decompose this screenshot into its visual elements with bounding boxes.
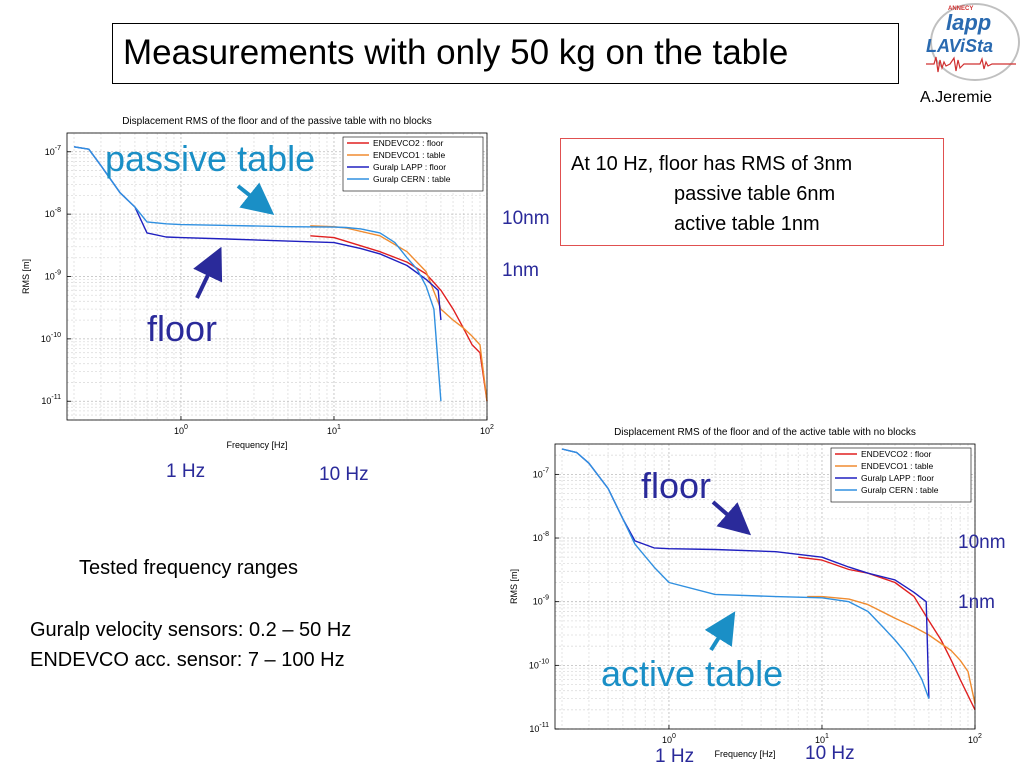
y-tick-label: 10-9 <box>45 270 61 282</box>
note-line-active: active table 1nm <box>674 213 820 235</box>
legend: ENDEVCO2 : floor ENDEVCO1 : table Guralp L… <box>830 447 972 503</box>
one-nm-label-left: 1nm <box>502 260 539 281</box>
x-tick-label: 101 <box>327 424 341 436</box>
one-hz-label-left: 1 Hz <box>166 461 206 482</box>
one-hz-label-right: 1 Hz <box>655 746 695 767</box>
note-line-passive: passive table 6nm <box>674 183 836 205</box>
logo-text-lapp: lapp <box>946 10 991 35</box>
legend-label: ENDEVCO1 : table <box>373 150 446 160</box>
guralp-range: Guralp velocity sensors: 0.2 – 50 Hz <box>30 619 352 641</box>
x-tick-label: 100 <box>174 424 188 436</box>
floor-label-right: floor <box>641 465 712 506</box>
x-axis-label: Frequency [Hz] <box>226 440 287 450</box>
legend: ENDEVCO2 : floor ENDEVCO1 : table Guralp L… <box>342 136 484 192</box>
legend-label: Guralp LAPP : floor <box>861 473 934 483</box>
note-line-floor: At 10 Hz, floor has RMS of 3nm <box>571 153 853 175</box>
y-axis-label: RMS [m] <box>509 569 519 604</box>
y-tick-label: 10-10 <box>41 332 61 344</box>
one-nm-label-right: 1nm <box>958 592 995 613</box>
x-axis-label: Frequency [Hz] <box>714 749 775 759</box>
series-line-1 <box>310 235 488 402</box>
series-line-4 <box>561 448 930 699</box>
legend-label: Guralp CERN : table <box>861 485 939 495</box>
active-table-chart: Displacement RMS of the floor and of the… <box>508 420 993 765</box>
chart-title: Displacement RMS of the floor and of the… <box>122 116 432 127</box>
x-tick-label: 100 <box>662 733 676 745</box>
y-tick-label: 10-10 <box>529 658 549 670</box>
y-tick-label: 10-11 <box>41 394 61 406</box>
endevco-range: ENDEVCO acc. sensor: 7 – 100 Hz <box>30 649 345 671</box>
ten-nm-label-left: 10nm <box>502 208 550 229</box>
x-tick-label: 102 <box>968 733 982 745</box>
legend-label: ENDEVCO2 : floor <box>373 138 444 148</box>
legend-box <box>342 136 484 192</box>
passive-table-arrow <box>236 182 275 215</box>
summary-note: At 10 Hz, floor has RMS of 3nm passive t… <box>560 138 944 246</box>
ten-nm-label-right: 10nm <box>958 532 1006 553</box>
chart-title: Displacement RMS of the floor and of the… <box>614 427 916 438</box>
series-line-4 <box>73 146 442 402</box>
series-line-1 <box>798 556 976 711</box>
floor-arrow-left <box>193 246 223 299</box>
page-title: Measurements with only 50 kg on the tabl… <box>112 23 899 84</box>
floor-arrow-right <box>711 500 752 536</box>
y-tick-label: 10-8 <box>45 207 61 219</box>
author-name: A.Jeremie <box>920 89 993 106</box>
legend-label: ENDEVCO2 : floor <box>861 449 932 459</box>
legend-label: Guralp LAPP : floor <box>373 162 446 172</box>
x-tick-label: 102 <box>480 424 494 436</box>
active-table-label: active table <box>601 653 784 694</box>
seismogram-icon <box>926 56 1016 73</box>
plot-frame <box>554 443 976 730</box>
passive-table-chart-svg: Displacement RMS of the floor and of the… <box>21 116 494 450</box>
logo-text-lavista: LAViSta <box>926 36 993 56</box>
logo-text-annecy: ANNECY <box>948 6 973 12</box>
floor-label-left: floor <box>147 308 218 349</box>
y-axis-label: RMS [m] <box>21 259 31 294</box>
tested-ranges-heading: Tested frequency ranges <box>79 557 299 579</box>
ten-hz-label-left: 10 Hz <box>319 464 369 485</box>
y-tick-label: 10-9 <box>533 595 549 607</box>
passive-table-label: passive table <box>105 138 316 179</box>
y-tick-label: 10-7 <box>45 145 61 157</box>
legend-label: ENDEVCO1 : table <box>861 461 934 471</box>
lapp-lavista-logo: ANNECY lapp LAViSta <box>920 2 1022 86</box>
x-tick-label: 101 <box>815 733 829 745</box>
active-table-chart-svg: Displacement RMS of the floor and of the… <box>509 427 982 759</box>
legend-label: Guralp CERN : table <box>373 174 451 184</box>
series-line-2 <box>807 595 976 704</box>
active-table-arrow <box>704 611 736 652</box>
legend-box <box>830 447 972 503</box>
y-tick-label: 10-8 <box>533 531 549 543</box>
y-tick-label: 10-7 <box>533 467 549 479</box>
y-tick-label: 10-11 <box>529 722 549 734</box>
ten-hz-label-right: 10 Hz <box>805 743 855 764</box>
passive-table-chart: Displacement RMS of the floor and of the… <box>20 110 495 455</box>
